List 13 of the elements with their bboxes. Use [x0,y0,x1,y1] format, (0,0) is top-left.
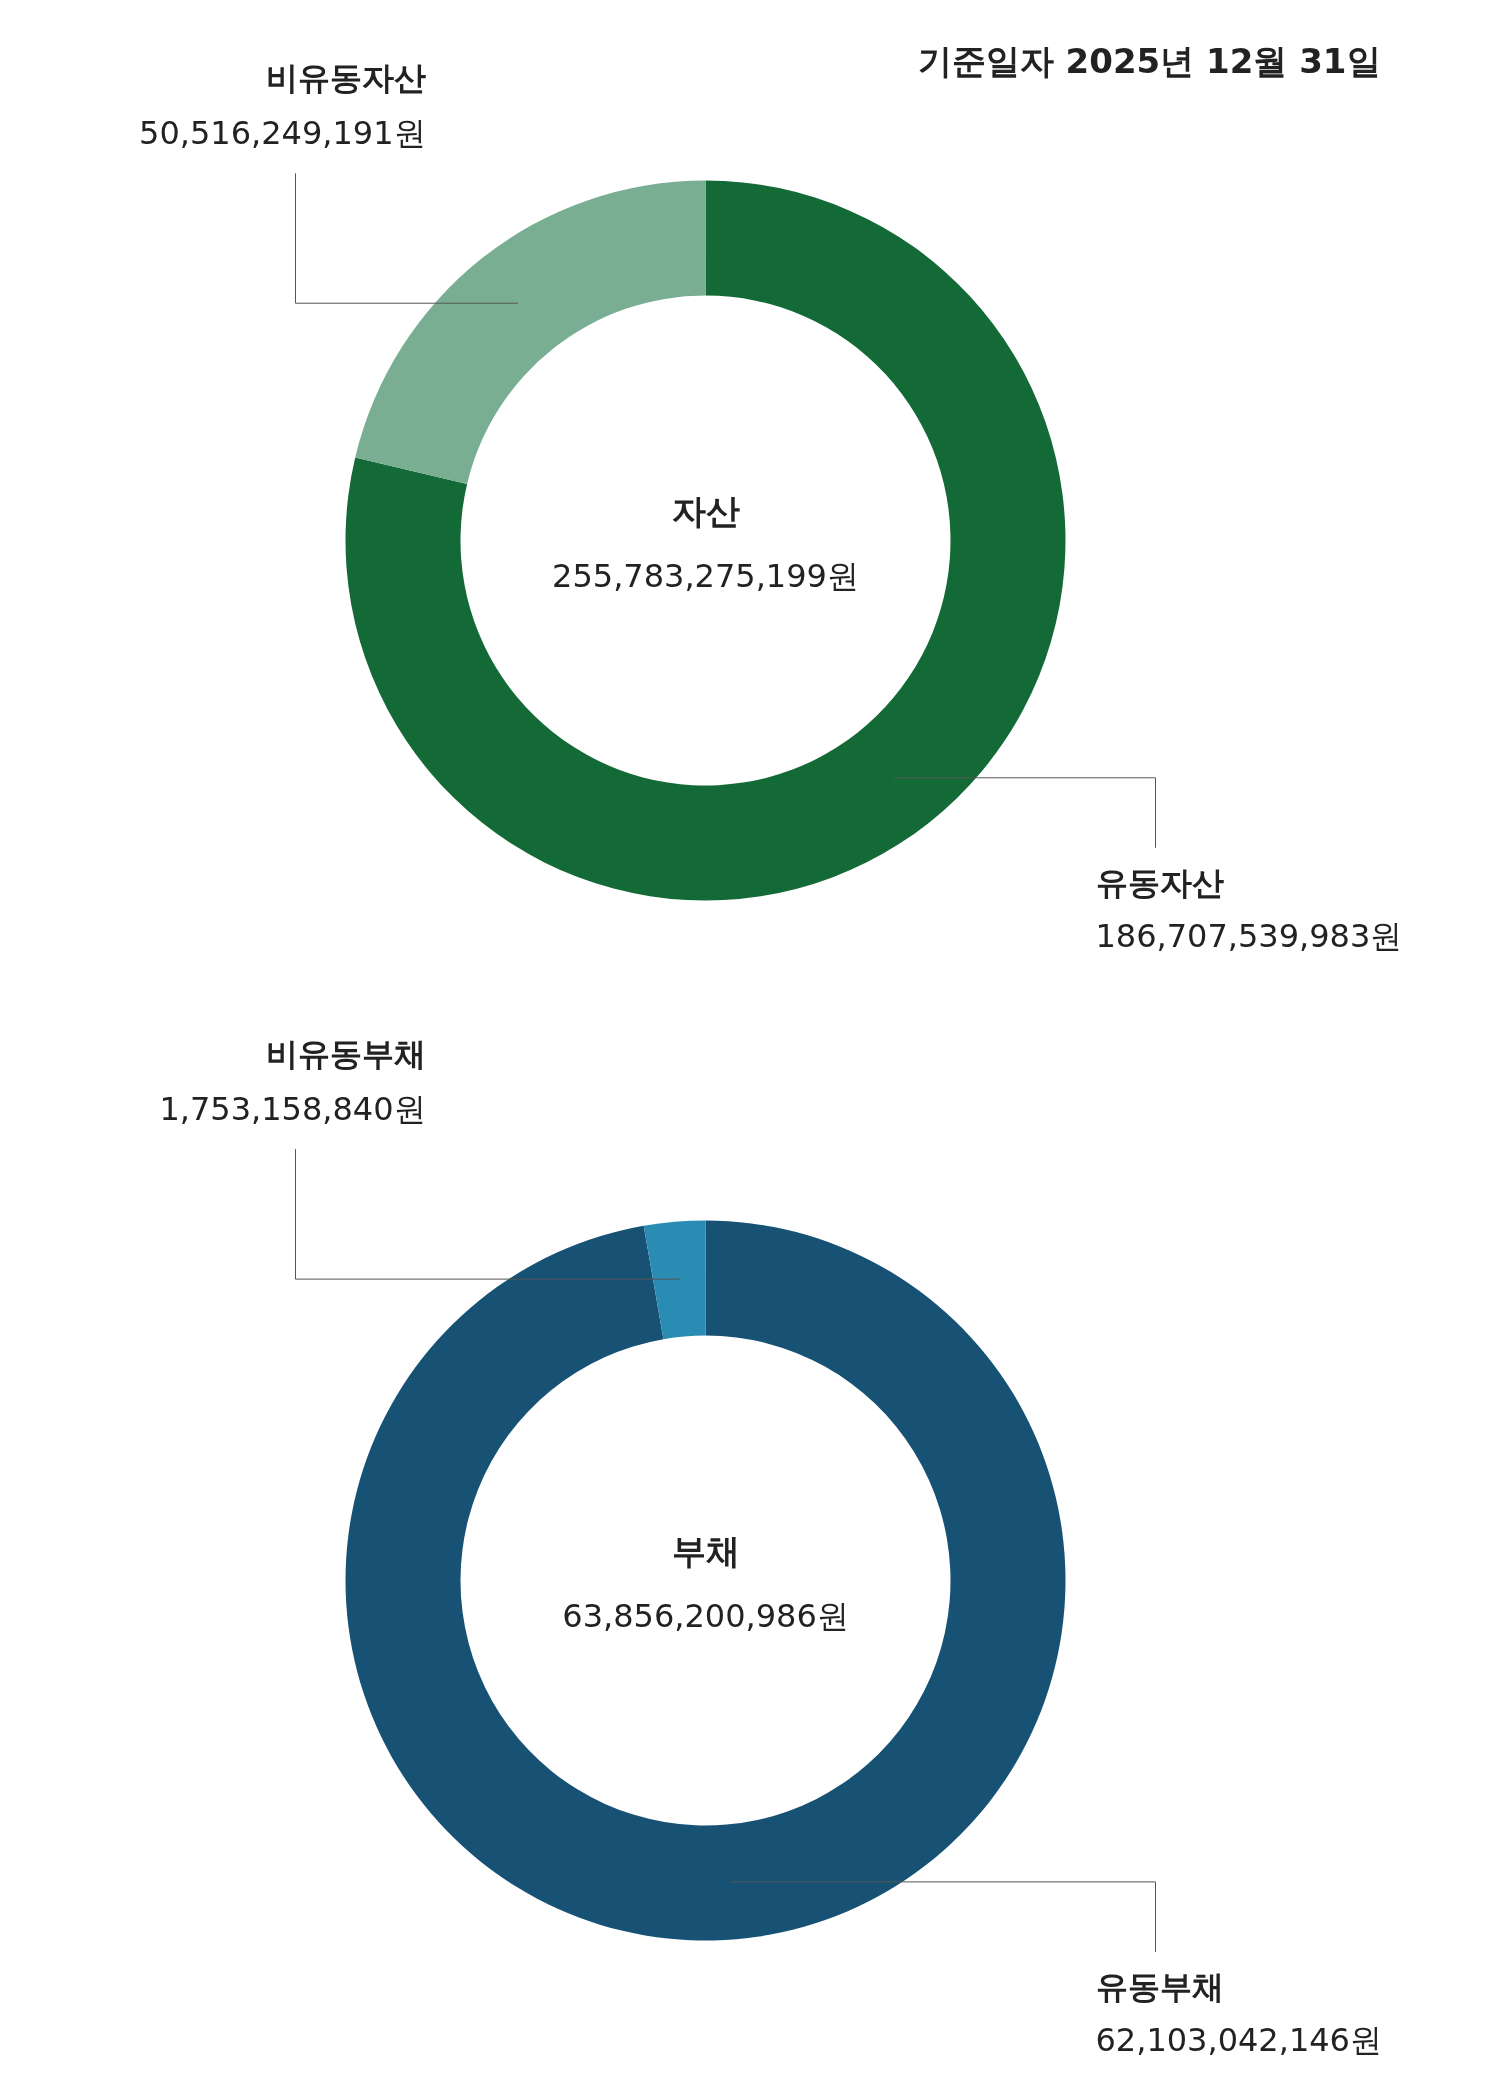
text: 자산 [671,490,740,531]
data-label: 1,753,158,840원 [159,1090,426,1129]
slice-label: 비유동부채 [265,1035,426,1074]
slice-label: 비유동자산 [265,59,426,98]
data-label: 186,707,539,983원 [1095,916,1403,955]
text: 255,783,275,199원 [552,556,859,595]
text: 기준일자 2025년 12월 31일 [917,40,1381,81]
slice-label: 유동자산 [1095,863,1224,902]
text: 63,856,200,986원 [562,1596,849,1635]
data-label: 50,516,249,191원 [139,114,426,153]
slice-label: 유동부채 [1095,1967,1224,2006]
text: 부채 [671,1530,740,1571]
data-label: 62,103,042,146원 [1095,2020,1382,2059]
